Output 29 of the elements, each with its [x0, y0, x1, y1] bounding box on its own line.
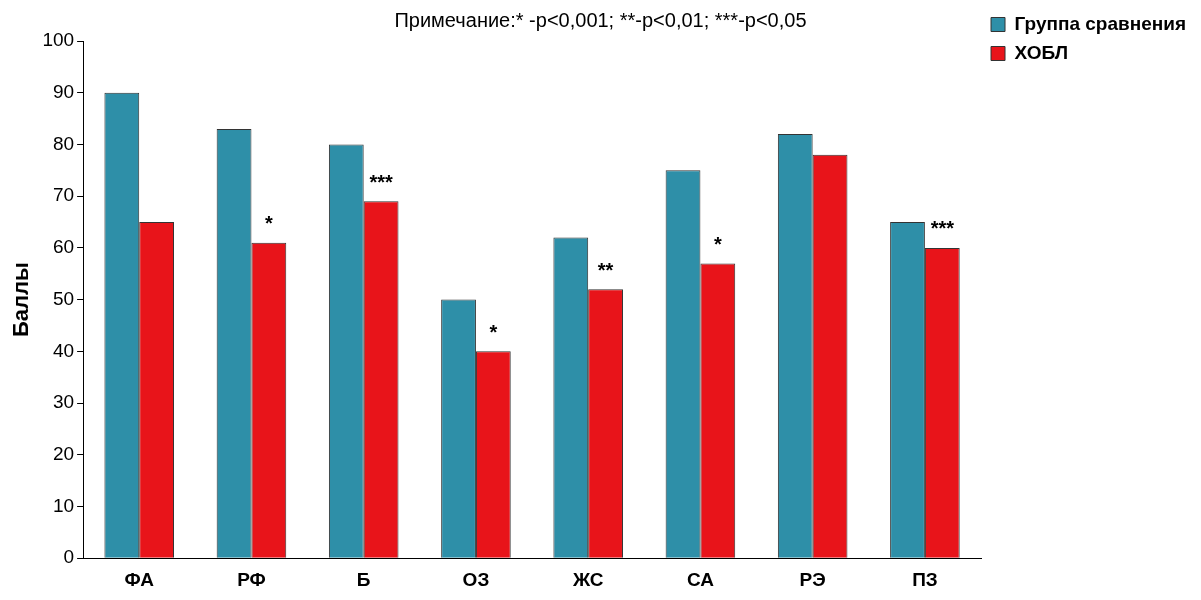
- y-tick-label: 90: [52, 80, 75, 102]
- annotation: ***: [930, 217, 955, 240]
- y-tick-label: 40: [52, 339, 75, 361]
- y-tick-label: 30: [52, 391, 75, 413]
- x-tick-label: ФА: [124, 568, 155, 590]
- y-tick-label: 80: [52, 132, 75, 154]
- y-tick-label: 70: [52, 184, 75, 206]
- annotation: **: [597, 258, 614, 281]
- annotation: ***: [369, 170, 393, 193]
- x-tick-label: ОЗ: [462, 568, 490, 590]
- x-tick-label: СА: [686, 568, 715, 590]
- y-tick-label: 20: [52, 442, 75, 464]
- legend-label: Группа сравнения: [1014, 12, 1187, 34]
- annotation: *: [489, 320, 498, 343]
- legend-label: ХОБЛ: [1014, 41, 1069, 63]
- y-tick-label: 60: [52, 236, 75, 258]
- x-tick-label: РЭ: [799, 568, 826, 590]
- x-tick-label: ПЗ: [912, 568, 938, 590]
- x-tick-label: ЖС: [571, 568, 604, 590]
- y-tick-label: 100: [42, 29, 75, 51]
- annotation: *: [264, 212, 273, 235]
- y-tick-label: 10: [52, 494, 75, 516]
- y-tick-label: 0: [63, 546, 75, 568]
- y-axis-title: Баллы: [8, 262, 34, 337]
- annotation: *: [713, 232, 722, 255]
- x-tick-label: Б: [356, 568, 371, 590]
- chart-title: Примечание:* -p<0,001; **-p<0,01; ***-p<0,05: [394, 8, 807, 31]
- x-tick-label: РФ: [237, 568, 266, 590]
- y-tick-label: 50: [52, 287, 75, 309]
